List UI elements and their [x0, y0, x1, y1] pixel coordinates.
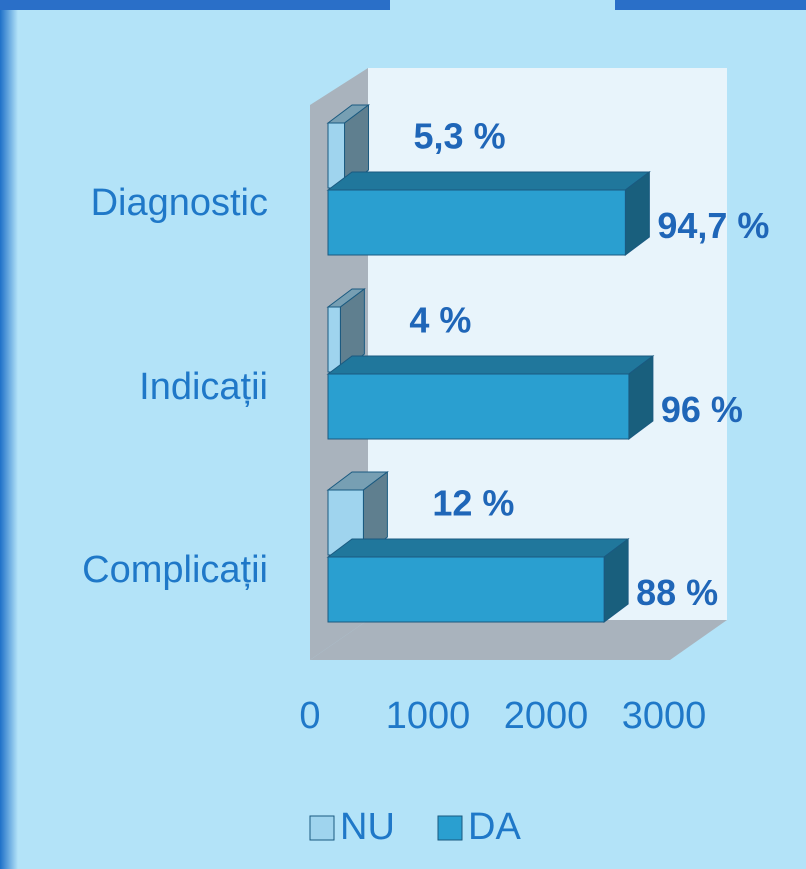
- bar-face: [326, 538, 630, 558]
- value-label: 12 %: [432, 483, 514, 524]
- bar-face: [327, 122, 346, 189]
- value-label: 94,7 %: [657, 205, 769, 246]
- x-tick-label: 0: [299, 695, 320, 737]
- top-bar: [0, 0, 390, 10]
- value-label: 5,3 %: [414, 116, 506, 157]
- bar-face: [327, 189, 626, 256]
- floor: [310, 620, 727, 660]
- top-bar: [615, 0, 806, 10]
- bar-face: [327, 556, 605, 623]
- category-label: Indicații: [139, 366, 268, 408]
- bar-face: [327, 373, 630, 440]
- category-label: Diagnostic: [91, 182, 268, 224]
- bar: [326, 355, 655, 440]
- value-label: 96 %: [661, 389, 743, 430]
- legend-swatch: [437, 815, 463, 841]
- legend-label: NU: [340, 806, 395, 848]
- legend-swatch: [309, 815, 335, 841]
- category-label: Complicații: [82, 549, 268, 591]
- bar: [326, 538, 630, 623]
- x-tick-label: 3000: [622, 695, 707, 737]
- x-tick-label: 2000: [504, 695, 589, 737]
- bar: [326, 288, 366, 373]
- left-edge: [0, 0, 18, 869]
- bar-face: [327, 306, 341, 373]
- value-label: 88 %: [636, 572, 718, 613]
- bar-face: [326, 355, 655, 375]
- x-tick-label: 1000: [386, 695, 471, 737]
- bar-face: [326, 171, 651, 191]
- value-label: 4 %: [409, 300, 471, 341]
- bar: [326, 171, 651, 256]
- legend-label: DA: [468, 806, 521, 848]
